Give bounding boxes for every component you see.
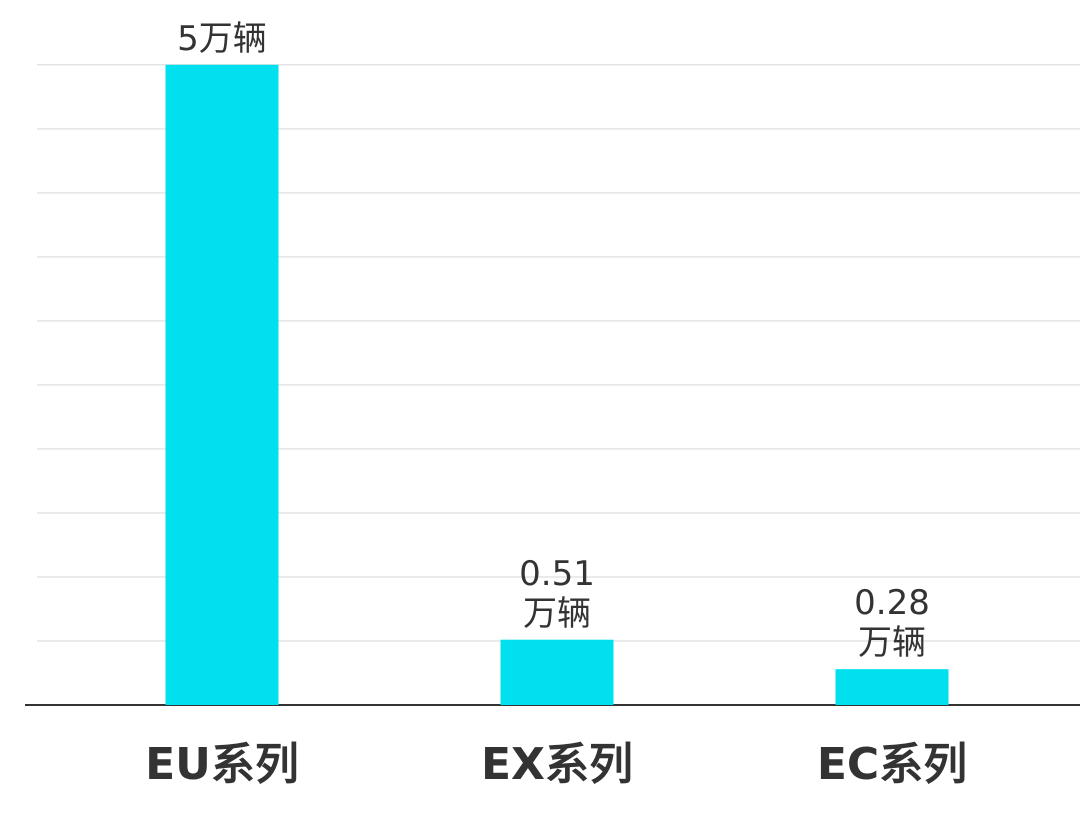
x-tick-label: EX系列 (481, 739, 633, 790)
data-label: 0.28 万辆 (854, 583, 930, 664)
x-tick-label: EU系列 (145, 739, 299, 790)
data-label: 0.51 万辆 (519, 553, 595, 634)
bar (835, 669, 949, 705)
bar (500, 639, 614, 705)
bar (165, 64, 279, 705)
data-label: 5万辆 (177, 18, 267, 59)
x-tick-label: EC系列 (816, 739, 968, 790)
